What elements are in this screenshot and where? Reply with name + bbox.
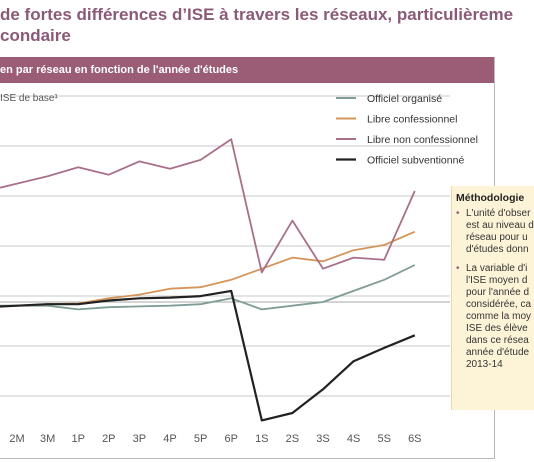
methodology-line: l'ISE moyen d bbox=[466, 275, 528, 286]
methodology-line: La variable d'i bbox=[466, 263, 528, 274]
methodology-line: pour l'année d bbox=[466, 287, 530, 298]
legend-label: Officiel organisé bbox=[367, 93, 442, 105]
methodology-line: année d'étude bbox=[466, 347, 530, 358]
x-tick-label: 1P bbox=[71, 433, 84, 445]
y-axis-label: ISE de base¹ bbox=[0, 93, 58, 104]
series-line-4 bbox=[0, 289, 416, 422]
chart-panel: en par réseau en fonction de l'année d'é… bbox=[0, 57, 495, 459]
legend-label: Libre confessionnel bbox=[367, 114, 457, 126]
legend-label: Libre non confessionnel bbox=[367, 134, 478, 146]
x-tick-label: 4S bbox=[347, 433, 360, 445]
panel-title: en par réseau en fonction de l'année d'é… bbox=[0, 64, 239, 76]
x-tick-label: 2S bbox=[286, 433, 299, 445]
methodology-line: comme la moy bbox=[466, 311, 532, 322]
methodology-box: Méthodologie L'unité d'obser est au nive… bbox=[451, 186, 534, 410]
panel-header: en par réseau en fonction de l'année d'é… bbox=[0, 57, 494, 83]
methodology-line: d'études donn bbox=[466, 244, 529, 255]
methodology-line: réseau pour u bbox=[466, 232, 528, 243]
methodology-line: considérée, ca bbox=[466, 299, 532, 310]
methodology-line: L'unité d'obser bbox=[466, 208, 531, 219]
series-line-1 bbox=[0, 264, 416, 311]
methodology-line: dans ce résea bbox=[466, 335, 529, 346]
title-line-2: condaire bbox=[0, 26, 71, 45]
series-line-3 bbox=[0, 138, 416, 274]
chart-title: de fortes différences d’ISE à travers le… bbox=[0, 4, 534, 46]
legend-label: Officiel subventionné bbox=[367, 155, 464, 167]
methodology-item-2: La variable d'i l'ISE moyen d pour l'ann… bbox=[456, 263, 534, 371]
methodology-line: 2013-14 bbox=[466, 359, 503, 370]
x-tick-label: 6P bbox=[224, 433, 237, 445]
x-tick-label: 3S bbox=[316, 433, 329, 445]
x-tick-label: 3P bbox=[133, 433, 146, 445]
methodology-title: Méthodologie bbox=[456, 192, 525, 204]
x-tick-label: 3M bbox=[40, 433, 55, 445]
x-tick-label: 2M bbox=[9, 433, 24, 445]
methodology-line: ISE des élève bbox=[466, 323, 528, 334]
title-line-1: de fortes différences d’ISE à travers le… bbox=[0, 5, 514, 24]
x-tick-label: 5S bbox=[377, 433, 390, 445]
methodology-item-1: L'unité d'obser est au niveau d réseau p… bbox=[456, 208, 534, 256]
x-tick-label: 1S bbox=[255, 433, 268, 445]
methodology-list: L'unité d'obser est au niveau d réseau p… bbox=[452, 208, 534, 371]
x-tick-label: 6S bbox=[408, 433, 421, 445]
x-tick-label: 4P bbox=[163, 433, 176, 445]
methodology-line: est au niveau d bbox=[466, 220, 534, 231]
x-tick-label: 5P bbox=[194, 433, 207, 445]
x-tick-label: 2P bbox=[102, 433, 115, 445]
